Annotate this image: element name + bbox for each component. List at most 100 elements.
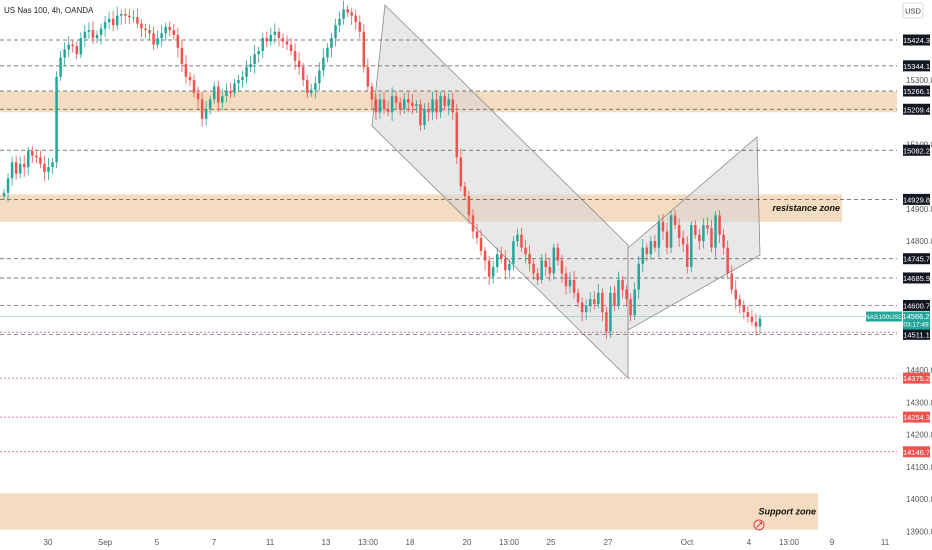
candle-body [568, 279, 572, 287]
candle-body [439, 96, 442, 113]
candle-body [698, 234, 701, 242]
candle-body [512, 241, 515, 264]
x-tick-label: 13 [322, 538, 331, 547]
candle-body [95, 34, 99, 39]
resistance-zone-label: resistance zone [772, 203, 840, 213]
candle-body [358, 22, 362, 32]
candle-body [564, 273, 568, 287]
candle-body [710, 228, 713, 248]
candle-body [398, 102, 402, 110]
candle-body [483, 250, 487, 261]
candle-body [196, 92, 200, 100]
candle-body [730, 273, 733, 290]
y-axis[interactable]: 15300.015100.014900.014800.014400.014300… [906, 76, 932, 550]
candle-body [597, 292, 600, 305]
current-price-countdown: 03:17:49 [903, 322, 929, 329]
candle-body [516, 234, 519, 242]
candle-body [378, 99, 382, 113]
candle-body [59, 57, 62, 77]
candle-body [35, 155, 38, 158]
candle-body [649, 241, 653, 255]
candle-body [669, 215, 673, 248]
candle-body [6, 178, 10, 193]
candle-body [241, 76, 244, 81]
price-tag-box [903, 372, 930, 384]
x-axis[interactable]: 30 Sep 5 7 11 13 13:00 18 20 13:00 25 27 Oct 4 13:00 9 1… [44, 538, 890, 547]
price-tag-box [903, 85, 930, 97]
candle-body [55, 76, 58, 163]
x-tick-label: 13:00 [358, 538, 379, 547]
candle-body [455, 112, 459, 158]
candle-body [132, 17, 135, 19]
candle-body [491, 266, 495, 277]
candle-body [390, 96, 394, 113]
y-tick-label: 14100.0 [906, 463, 932, 472]
candle-body [621, 279, 624, 290]
support-zone [0, 493, 818, 530]
candle-body [128, 15, 131, 18]
candle-body [148, 30, 151, 34]
candle-body [742, 305, 746, 313]
candle-body [229, 91, 232, 93]
candle-body [500, 254, 503, 259]
candle-body [301, 67, 305, 81]
price-tag-label: 14254.3 [903, 413, 930, 422]
candle-body [702, 225, 705, 242]
candle-body [661, 221, 665, 232]
candle-body [746, 312, 750, 317]
support-zone-label: Support zone [759, 506, 817, 516]
price-tag-label: 14685.9 [903, 274, 930, 283]
candle-body [552, 247, 556, 274]
x-tick-label: 7 [212, 538, 217, 547]
candle-body [584, 305, 588, 313]
price-tag-box [903, 253, 930, 265]
candle-body [314, 83, 317, 90]
x-tick-label: Sep [98, 538, 113, 547]
candle-body [451, 99, 455, 113]
candle-body [221, 96, 224, 103]
x-tick-label: 11 [266, 538, 275, 547]
x-tick-label: 27 [604, 538, 613, 547]
candle-body [706, 225, 709, 229]
candle-body [495, 254, 499, 267]
candle-body [754, 321, 758, 327]
candle-body [47, 167, 50, 172]
candle-body [633, 289, 636, 316]
candle-body [176, 34, 180, 48]
candle-body [253, 54, 256, 64]
candle-body [43, 163, 46, 172]
candle-body [625, 289, 628, 300]
channels-layer [371, 4, 761, 379]
candle-body [726, 247, 729, 274]
candle-body [180, 47, 184, 64]
candle-body [734, 289, 737, 300]
candle-body [103, 22, 107, 29]
candle-body [277, 31, 281, 39]
candles-layer [2, 0, 762, 340]
candle-body [467, 196, 471, 216]
candle-body [536, 273, 539, 280]
replay-icon[interactable] [753, 519, 765, 531]
x-tick-label: Oct [681, 538, 694, 547]
currency-button[interactable]: USD [902, 2, 924, 19]
candle-body [164, 26, 167, 34]
candle-body [556, 247, 560, 261]
x-tick-label: 11 [881, 538, 890, 547]
candle-body [738, 299, 742, 306]
candle-body [758, 318, 762, 327]
candle-body [71, 44, 74, 47]
candle-body [99, 28, 103, 35]
candle-body [140, 23, 143, 29]
y-tick-label: 14900.0 [906, 205, 932, 214]
candle-body [722, 234, 725, 248]
candle-body [27, 150, 30, 168]
candle-body [225, 91, 228, 97]
descending-channel [371, 4, 629, 379]
candle-body [427, 109, 430, 113]
candle-body [419, 104, 422, 126]
candle-body [322, 57, 325, 71]
candle-body [63, 49, 66, 58]
x-tick-label: 25 [547, 538, 556, 547]
candle-body [694, 225, 697, 235]
